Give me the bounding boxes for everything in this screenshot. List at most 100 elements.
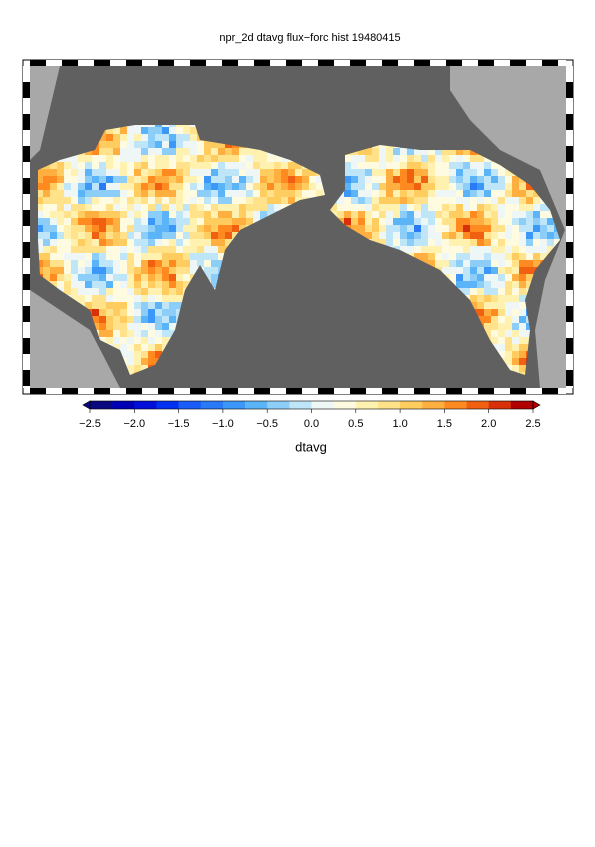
cell xyxy=(456,225,463,232)
cell xyxy=(155,183,162,190)
cell xyxy=(148,309,155,316)
cell xyxy=(505,204,512,211)
cell xyxy=(99,239,106,246)
cell xyxy=(106,260,113,267)
cell xyxy=(92,190,99,197)
cell xyxy=(386,211,393,218)
cell xyxy=(533,246,540,253)
cell xyxy=(239,183,246,190)
border-check xyxy=(158,388,174,394)
cell xyxy=(554,232,560,239)
cell xyxy=(267,190,274,197)
cell xyxy=(169,295,176,302)
cell xyxy=(162,274,169,281)
border-check xyxy=(23,386,30,388)
cell xyxy=(169,239,176,246)
cell xyxy=(169,127,176,134)
cell xyxy=(218,204,225,211)
cell xyxy=(512,218,519,225)
cell xyxy=(463,288,470,295)
cell xyxy=(246,169,253,176)
cell xyxy=(477,281,484,288)
cell xyxy=(519,218,526,225)
cell xyxy=(113,302,120,309)
cell xyxy=(505,302,512,309)
cell xyxy=(498,246,505,253)
cell xyxy=(148,337,155,344)
cell xyxy=(463,218,470,225)
cell xyxy=(358,197,365,204)
cell xyxy=(57,253,64,260)
cell xyxy=(183,127,190,134)
cell xyxy=(449,274,456,281)
cell xyxy=(43,246,50,253)
cell xyxy=(141,162,148,169)
cell xyxy=(386,190,393,197)
cell xyxy=(113,267,120,274)
cell xyxy=(274,169,281,176)
cell xyxy=(463,162,470,169)
cell xyxy=(99,337,106,344)
cell xyxy=(148,169,155,176)
cell xyxy=(141,134,148,141)
border-check xyxy=(254,60,270,66)
cell xyxy=(232,204,239,211)
cell xyxy=(246,162,253,169)
cell xyxy=(344,211,351,218)
cell xyxy=(491,323,498,330)
cell xyxy=(57,218,64,225)
cell xyxy=(477,176,484,183)
cell xyxy=(547,225,554,232)
cell xyxy=(358,218,365,225)
cell xyxy=(477,260,484,267)
cell xyxy=(127,239,134,246)
cell xyxy=(211,141,218,148)
cell xyxy=(141,281,148,288)
cell xyxy=(526,204,533,211)
cell xyxy=(519,197,526,204)
cell xyxy=(71,232,78,239)
cell xyxy=(127,141,134,148)
cell xyxy=(57,169,64,176)
cell xyxy=(92,281,99,288)
border-check xyxy=(238,60,254,66)
cell xyxy=(449,239,456,246)
cell xyxy=(407,225,414,232)
cell xyxy=(505,358,512,365)
cell xyxy=(491,316,498,323)
cell xyxy=(183,197,190,204)
cell xyxy=(204,183,211,190)
cell xyxy=(421,169,428,176)
cell xyxy=(519,211,526,218)
cell xyxy=(204,218,211,225)
border-check xyxy=(566,98,573,114)
cell xyxy=(526,239,533,246)
cell xyxy=(498,190,505,197)
cell xyxy=(442,162,449,169)
cell xyxy=(64,281,71,288)
cell xyxy=(435,253,442,260)
cell xyxy=(127,337,134,344)
cell xyxy=(477,267,484,274)
cell xyxy=(246,176,253,183)
cell xyxy=(141,267,148,274)
cell xyxy=(407,169,414,176)
cell xyxy=(211,190,218,197)
cell xyxy=(169,162,176,169)
cell xyxy=(155,253,162,260)
cell xyxy=(463,190,470,197)
cell xyxy=(134,176,141,183)
cell xyxy=(484,253,491,260)
cell xyxy=(176,176,183,183)
cell xyxy=(85,162,92,169)
cell xyxy=(239,162,246,169)
cell xyxy=(120,323,127,330)
cell xyxy=(197,232,204,239)
border-check xyxy=(510,60,526,66)
cell xyxy=(288,169,295,176)
cell xyxy=(162,260,169,267)
cell xyxy=(491,211,498,218)
cell xyxy=(302,169,309,176)
cell xyxy=(393,211,400,218)
cell xyxy=(141,246,148,253)
